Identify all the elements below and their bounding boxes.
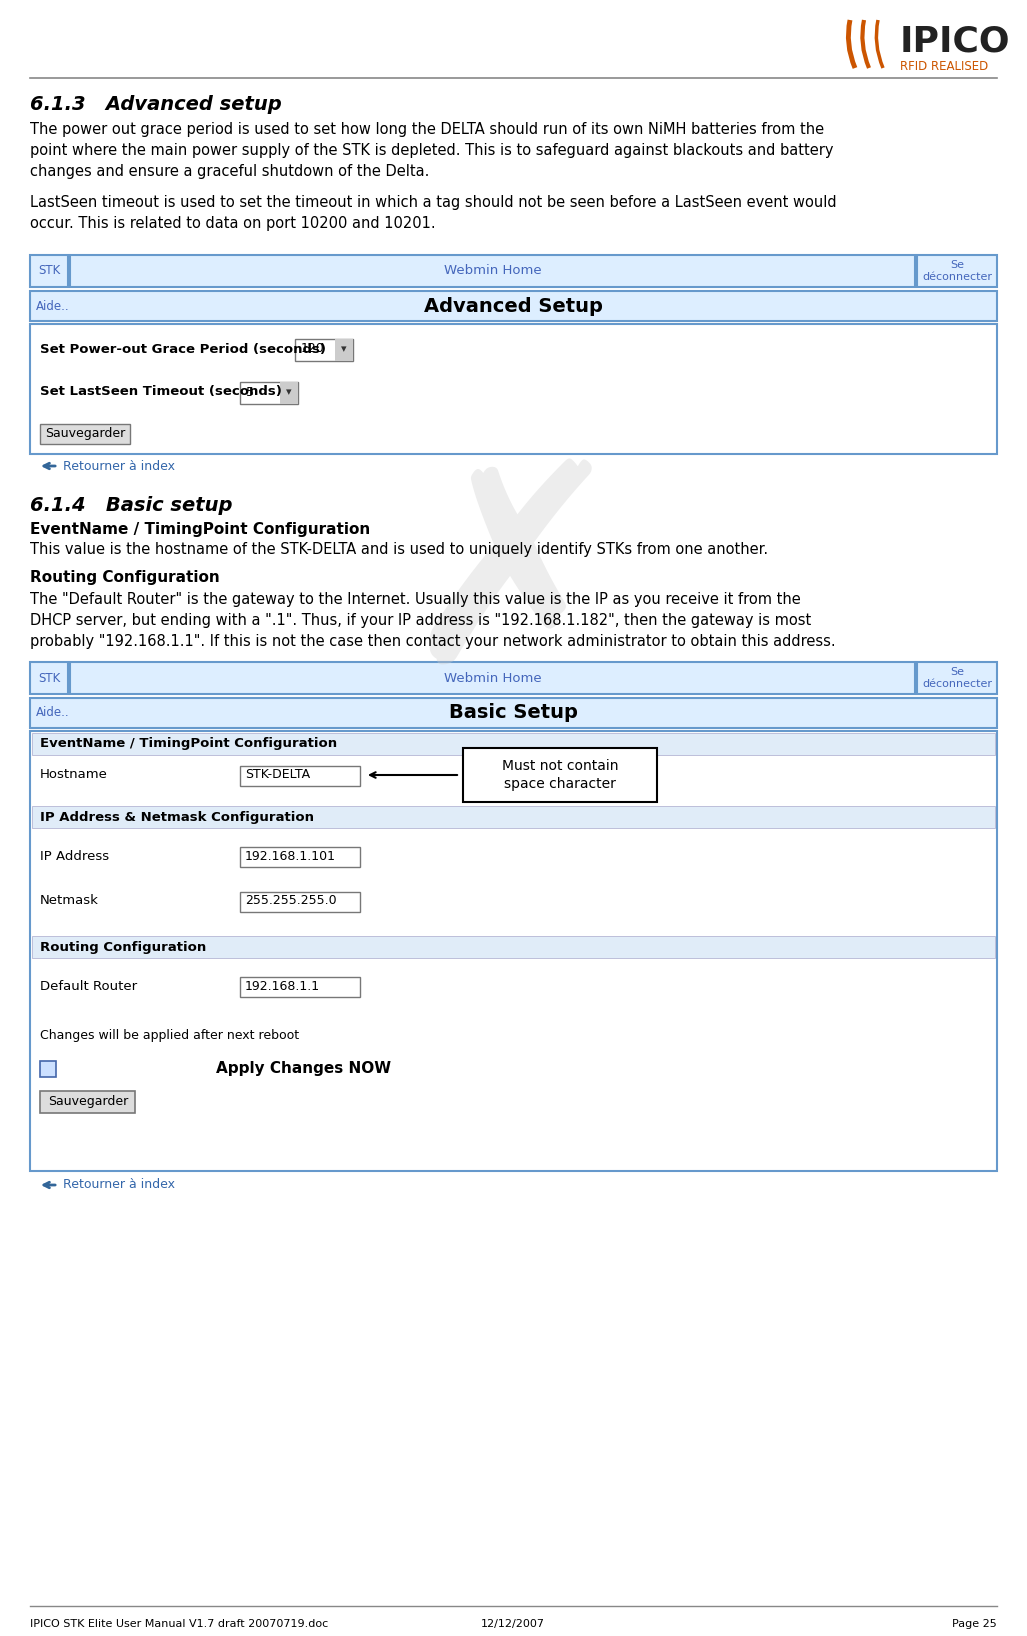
Text: Aide..: Aide.. [36,299,70,312]
FancyBboxPatch shape [30,324,997,455]
FancyBboxPatch shape [30,255,68,286]
Text: 6.1.4   Basic setup: 6.1.4 Basic setup [30,496,232,515]
Text: IP Address: IP Address [40,849,109,862]
Text: Routing Configuration: Routing Configuration [40,941,206,954]
FancyBboxPatch shape [40,424,130,443]
Text: LastSeen timeout is used to set the timeout in which a tag should not be seen be: LastSeen timeout is used to set the time… [30,195,837,231]
Text: Webmin Home: Webmin Home [444,671,541,684]
FancyBboxPatch shape [32,733,995,754]
FancyBboxPatch shape [917,663,997,694]
Text: 6.1.3   Advanced setup: 6.1.3 Advanced setup [30,95,281,115]
Text: 192.168.1.101: 192.168.1.101 [245,849,336,862]
Text: The power out grace period is used to set how long the DELTA should run of its o: The power out grace period is used to se… [30,123,834,178]
Text: Netmask: Netmask [40,895,99,908]
FancyBboxPatch shape [30,663,68,694]
Text: STK-DELTA: STK-DELTA [245,769,310,782]
Text: Changes will be applied after next reboot: Changes will be applied after next reboo… [40,1029,299,1042]
FancyBboxPatch shape [240,892,360,911]
FancyBboxPatch shape [32,807,995,828]
Text: 255.255.255.0: 255.255.255.0 [245,895,337,908]
Text: Basic Setup: Basic Setup [449,703,578,723]
Text: EventName / TimingPoint Configuration: EventName / TimingPoint Configuration [30,522,371,537]
FancyBboxPatch shape [295,339,353,362]
Text: IPICO: IPICO [900,25,1011,57]
FancyBboxPatch shape [240,766,360,785]
Text: This value is the hostname of the STK-DELTA and is used to uniquely identify STK: This value is the hostname of the STK-DE… [30,542,768,556]
FancyBboxPatch shape [335,339,353,362]
FancyBboxPatch shape [280,381,298,404]
Text: Aide..: Aide.. [36,707,70,720]
Text: 12/12/2007: 12/12/2007 [481,1620,545,1629]
Text: Default Router: Default Router [40,980,138,993]
FancyBboxPatch shape [70,255,915,286]
Text: Retourner à index: Retourner à index [63,460,175,473]
Text: STK: STK [38,265,61,278]
Text: Se
déconnecter: Se déconnecter [922,260,992,281]
FancyBboxPatch shape [240,381,298,404]
Text: Routing Configuration: Routing Configuration [30,569,220,586]
Text: Page 25: Page 25 [952,1620,997,1629]
Text: Set LastSeen Timeout (seconds): Set LastSeen Timeout (seconds) [40,386,281,399]
Text: IP Address & Netmask Configuration: IP Address & Netmask Configuration [40,810,314,823]
FancyBboxPatch shape [40,1062,56,1076]
Text: Webmin Home: Webmin Home [444,265,541,278]
FancyBboxPatch shape [32,936,995,959]
Text: ▾: ▾ [287,388,292,398]
Text: The "Default Router" is the gateway to the Internet. Usually this value is the I: The "Default Router" is the gateway to t… [30,592,836,649]
Text: Sauvegarder: Sauvegarder [48,1096,128,1109]
FancyBboxPatch shape [240,977,360,996]
Text: ▾: ▾ [341,344,347,353]
FancyBboxPatch shape [240,847,360,867]
Text: Retourner à index: Retourner à index [63,1178,175,1191]
FancyBboxPatch shape [30,731,997,1171]
Text: RFID REALISED: RFID REALISED [900,61,988,74]
FancyBboxPatch shape [30,699,997,728]
FancyBboxPatch shape [40,1091,135,1112]
Text: 192.168.1.1: 192.168.1.1 [245,980,320,993]
Text: Hostname: Hostname [40,769,108,782]
FancyBboxPatch shape [917,255,997,286]
Text: STK: STK [38,671,61,684]
Text: Apply Changes NOW: Apply Changes NOW [216,1062,391,1076]
Text: ✗: ✗ [396,452,630,721]
Text: EventName / TimingPoint Configuration: EventName / TimingPoint Configuration [40,738,337,751]
Text: Se
déconnecter: Se déconnecter [922,667,992,689]
Text: 120: 120 [301,342,325,355]
FancyBboxPatch shape [463,748,657,802]
Text: Must not contain
space character: Must not contain space character [502,759,618,792]
Text: Set Power-out Grace Period (seconds): Set Power-out Grace Period (seconds) [40,342,326,355]
Text: 5: 5 [246,386,254,399]
Text: Advanced Setup: Advanced Setup [424,296,603,316]
Text: IPICO STK Elite User Manual V1.7 draft 20070719.doc: IPICO STK Elite User Manual V1.7 draft 2… [30,1620,329,1629]
Text: Sauvegarder: Sauvegarder [45,427,125,440]
FancyBboxPatch shape [70,663,915,694]
FancyBboxPatch shape [30,291,997,321]
